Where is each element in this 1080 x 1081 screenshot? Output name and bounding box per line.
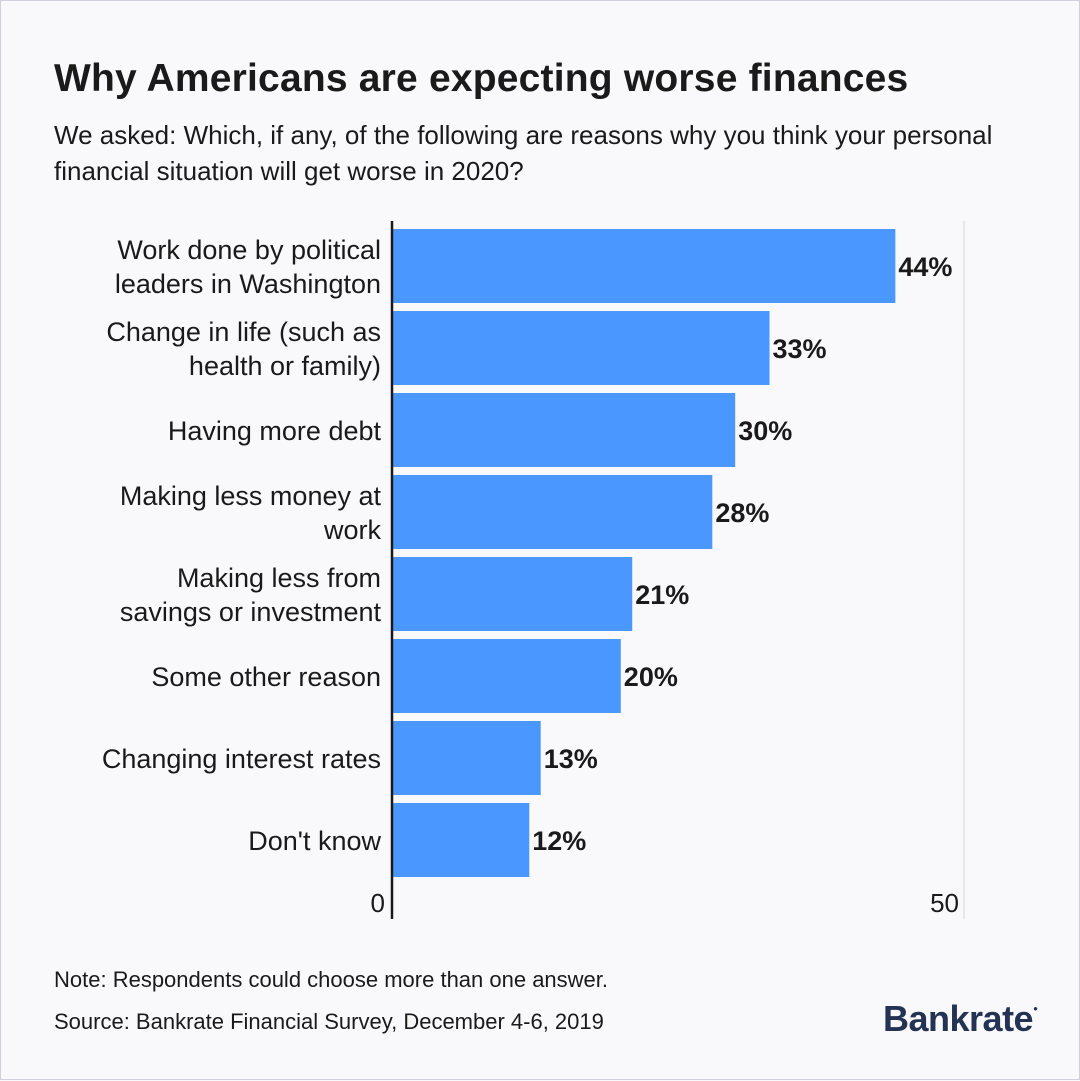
tick-label: 0 — [371, 888, 385, 918]
category-label: Making less money at — [120, 481, 382, 511]
value-label: 44% — [898, 252, 952, 282]
source-note: Source: Bankrate Financial Survey, Decem… — [54, 1009, 604, 1034]
value-label: 28% — [715, 498, 769, 528]
bar — [392, 639, 621, 713]
category-label: Change in life (such as — [106, 317, 381, 347]
value-label: 13% — [544, 744, 598, 774]
bar — [392, 557, 633, 631]
bankrate-logo: Bankrate● — [883, 998, 1038, 1039]
bar — [392, 721, 541, 795]
category-label: Having more debt — [168, 416, 382, 446]
category-label: Work done by political — [117, 235, 381, 265]
category-label: savings or investment — [120, 597, 382, 627]
value-label: 12% — [532, 826, 586, 856]
category-label: Don't know — [248, 826, 381, 856]
chart-subtitle: We asked: Which, if any, of the followin… — [54, 120, 993, 186]
value-label: 30% — [738, 416, 792, 446]
category-label: health or family) — [189, 351, 381, 381]
bar — [392, 311, 770, 385]
value-label: 21% — [635, 580, 689, 610]
bar — [392, 475, 713, 549]
category-label: Changing interest rates — [102, 744, 381, 774]
category-label: leaders in Washington — [115, 269, 381, 299]
bar — [392, 803, 530, 877]
chart-title: Why Americans are expecting worse financ… — [54, 57, 909, 100]
value-label: 33% — [773, 334, 827, 364]
category-label: work — [323, 515, 382, 545]
bar — [392, 229, 896, 303]
footnote: Note: Respondents could choose more than… — [54, 967, 609, 992]
category-label: Making less from — [177, 563, 381, 593]
category-label: Some other reason — [151, 662, 381, 692]
tick-label: 50 — [930, 888, 959, 918]
value-label: 20% — [624, 662, 678, 692]
bar — [392, 393, 736, 467]
